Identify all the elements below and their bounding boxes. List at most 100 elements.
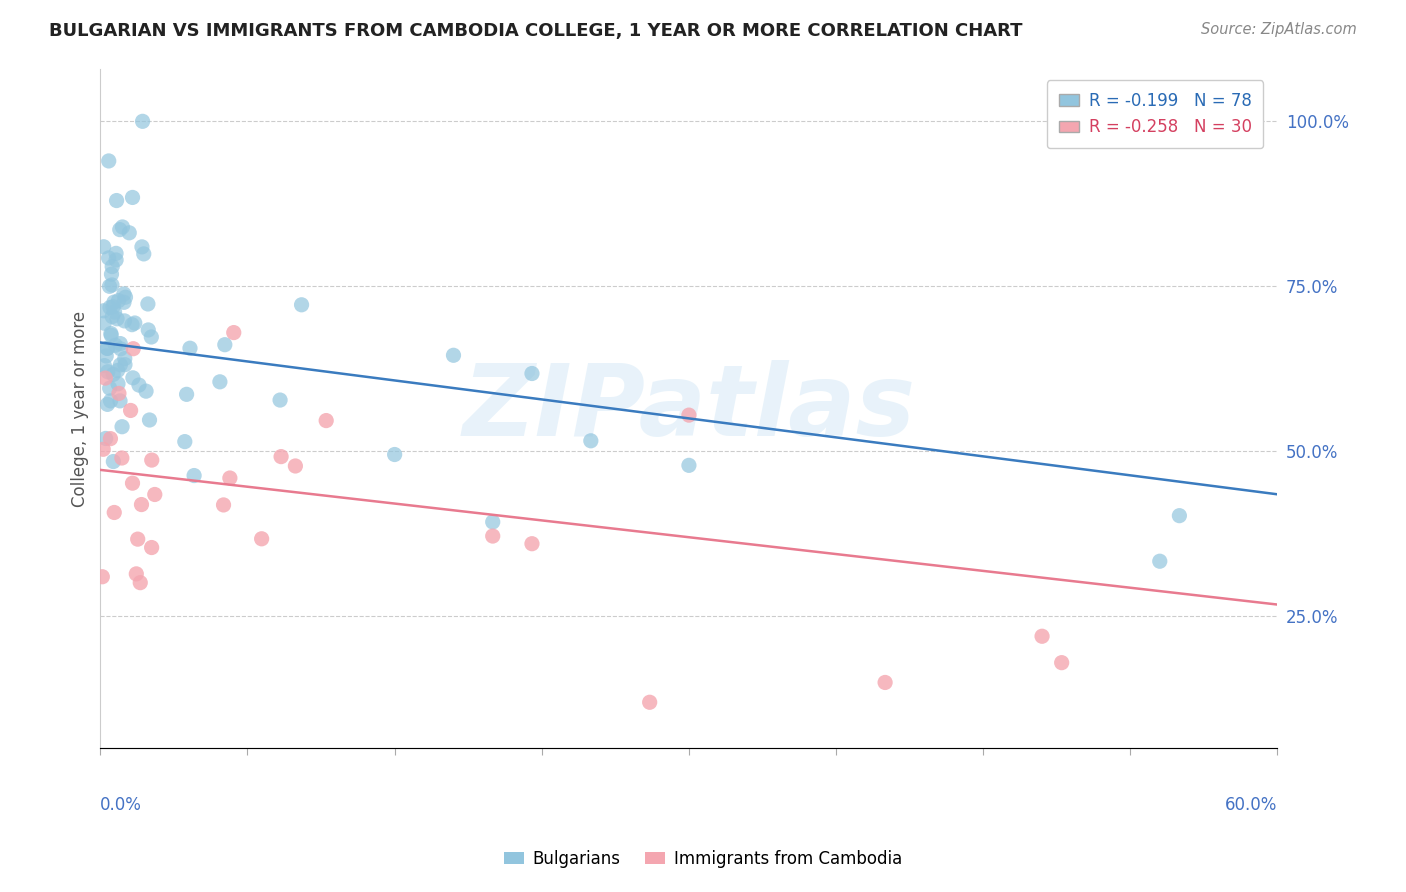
Point: [91, 442, 114, 457]
Point: [97, 153, 120, 168]
Legend: Bulgarians, Immigrants from Cambodia: Bulgarians, Immigrants from Cambodia: [498, 844, 908, 875]
Point: [93, 240, 115, 254]
Text: Source: ZipAtlas.com: Source: ZipAtlas.com: [1201, 22, 1357, 37]
Point: [269, 392, 291, 407]
Point: [107, 293, 129, 308]
Point: [315, 414, 337, 428]
Point: [1149, 554, 1171, 568]
Text: ZIPatlas: ZIPatlas: [463, 360, 915, 457]
Point: [103, 295, 125, 310]
Text: 0.0%: 0.0%: [100, 796, 142, 814]
Point: [110, 336, 132, 351]
Point: [520, 537, 543, 551]
Point: [141, 541, 163, 555]
Point: [97, 365, 120, 379]
Point: [91, 570, 114, 584]
Point: [678, 458, 700, 473]
Point: [100, 267, 122, 281]
Point: [108, 386, 131, 401]
Point: [105, 246, 128, 260]
Point: [125, 566, 148, 581]
Point: [121, 476, 143, 491]
Point: [520, 367, 543, 381]
Point: [110, 358, 132, 372]
Point: [481, 529, 503, 543]
Point: [111, 419, 134, 434]
Point: [270, 450, 292, 464]
Point: [121, 318, 143, 332]
Point: [100, 432, 122, 446]
Legend: R = -0.199   N = 78, R = -0.258   N = 30: R = -0.199 N = 78, R = -0.258 N = 30: [1047, 80, 1263, 148]
Point: [290, 298, 312, 312]
Point: [179, 341, 201, 355]
Point: [579, 434, 602, 448]
Point: [212, 498, 235, 512]
Point: [176, 387, 198, 401]
Point: [1050, 656, 1073, 670]
Point: [136, 297, 159, 311]
Point: [101, 277, 124, 292]
Point: [112, 295, 135, 310]
Point: [101, 260, 124, 274]
Point: [114, 358, 136, 372]
Point: [100, 326, 122, 341]
Point: [108, 222, 131, 236]
Point: [108, 393, 131, 408]
Point: [124, 316, 146, 330]
Point: [214, 337, 236, 351]
Point: [103, 454, 125, 468]
Point: [143, 487, 166, 501]
Point: [96, 397, 118, 411]
Point: [678, 408, 700, 422]
Point: [111, 450, 134, 465]
Text: 60.0%: 60.0%: [1225, 796, 1278, 814]
Point: [141, 453, 163, 467]
Point: [107, 363, 129, 377]
Point: [103, 506, 125, 520]
Point: [122, 371, 145, 385]
Point: [127, 532, 149, 546]
Point: [222, 326, 245, 340]
Point: [110, 342, 132, 356]
Point: [122, 342, 145, 356]
Point: [105, 311, 128, 326]
Point: [114, 314, 136, 328]
Point: [96, 342, 118, 356]
Point: [120, 403, 142, 417]
Point: [97, 251, 120, 265]
Point: [141, 330, 163, 344]
Point: [94, 432, 117, 446]
Point: [105, 194, 128, 208]
Point: [111, 219, 134, 234]
Point: [1031, 629, 1053, 643]
Point: [135, 384, 157, 399]
Point: [138, 413, 160, 427]
Point: [173, 434, 195, 449]
Point: [481, 515, 503, 529]
Point: [114, 290, 136, 304]
Point: [93, 316, 115, 330]
Point: [112, 287, 135, 301]
Point: [875, 675, 897, 690]
Y-axis label: College, 1 year or more: College, 1 year or more: [72, 310, 89, 507]
Point: [183, 468, 205, 483]
Point: [93, 359, 115, 373]
Point: [250, 532, 273, 546]
Point: [443, 348, 465, 362]
Point: [121, 190, 143, 204]
Point: [131, 240, 153, 254]
Point: [105, 252, 128, 267]
Point: [93, 303, 115, 318]
Point: [1168, 508, 1191, 523]
Point: [131, 114, 153, 128]
Point: [114, 351, 136, 366]
Point: [218, 471, 240, 485]
Point: [638, 695, 661, 709]
Point: [98, 301, 121, 315]
Text: BULGARIAN VS IMMIGRANTS FROM CAMBODIA COLLEGE, 1 YEAR OR MORE CORRELATION CHART: BULGARIAN VS IMMIGRANTS FROM CAMBODIA CO…: [49, 22, 1022, 40]
Point: [100, 328, 122, 343]
Point: [96, 349, 118, 363]
Point: [208, 375, 231, 389]
Point: [100, 393, 122, 408]
Point: [131, 498, 153, 512]
